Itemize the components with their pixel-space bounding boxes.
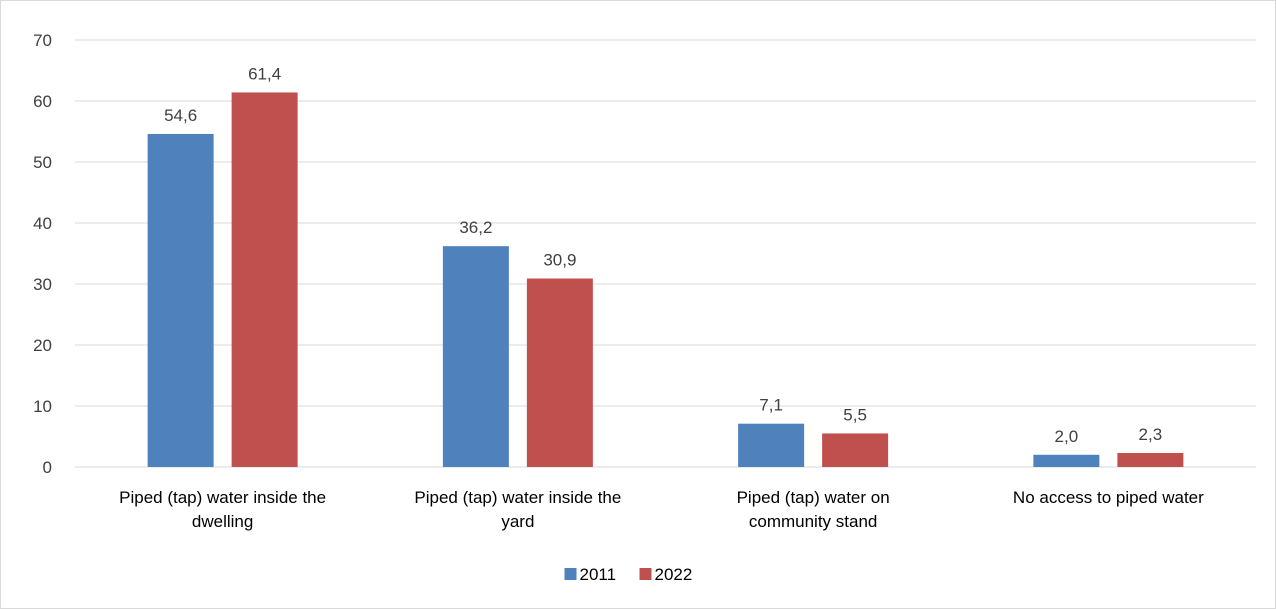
category-label-0-0: Piped (tap) water inside the <box>119 488 326 507</box>
category-label-1-0: Piped (tap) water inside the <box>414 488 621 507</box>
legend-swatch-2022 <box>639 568 652 580</box>
legend-label-2022: 2022 <box>655 565 693 584</box>
bar-2011-0 <box>147 133 214 467</box>
legend-label-2011: 2011 <box>580 565 617 584</box>
bar-2022-0 <box>231 92 298 468</box>
y-tick-label-50: 50 <box>33 153 52 172</box>
data-label-2022-3: 2,3 <box>1139 425 1163 444</box>
category-label-2-1: community stand <box>749 512 878 531</box>
legend-swatch-2011 <box>564 568 577 580</box>
data-label-2022-2: 5,5 <box>843 405 867 424</box>
y-tick-label-40: 40 <box>33 214 52 233</box>
category-label-2-0: Piped (tap) water on <box>737 488 890 507</box>
category-label-1-1: yard <box>501 512 534 531</box>
bar-2022-1 <box>526 278 593 467</box>
y-tick-label-70: 70 <box>33 31 52 50</box>
y-tick-label-10: 10 <box>33 397 52 416</box>
y-tick-label-0: 0 <box>43 458 52 477</box>
y-tick-label-60: 60 <box>33 92 52 111</box>
bar-2011-3 <box>1033 454 1100 467</box>
y-tick-label-20: 20 <box>33 336 52 355</box>
data-label-2022-0: 61,4 <box>248 64 281 83</box>
bar-2011-2 <box>738 423 805 467</box>
bar-2022-2 <box>822 433 889 467</box>
bar-2022-3 <box>1117 452 1184 467</box>
data-label-2011-0: 54,6 <box>164 106 197 125</box>
category-label-3-0: No access to piped water <box>1013 488 1204 507</box>
bar-2011-1 <box>442 246 509 467</box>
y-tick-label-30: 30 <box>33 275 52 294</box>
data-label-2022-1: 30,9 <box>543 251 576 270</box>
data-label-2011-3: 2,0 <box>1055 427 1079 446</box>
category-label-0-1: dwelling <box>192 512 253 531</box>
data-label-2011-2: 7,1 <box>759 396 783 415</box>
data-label-2011-1: 36,2 <box>459 218 492 237</box>
